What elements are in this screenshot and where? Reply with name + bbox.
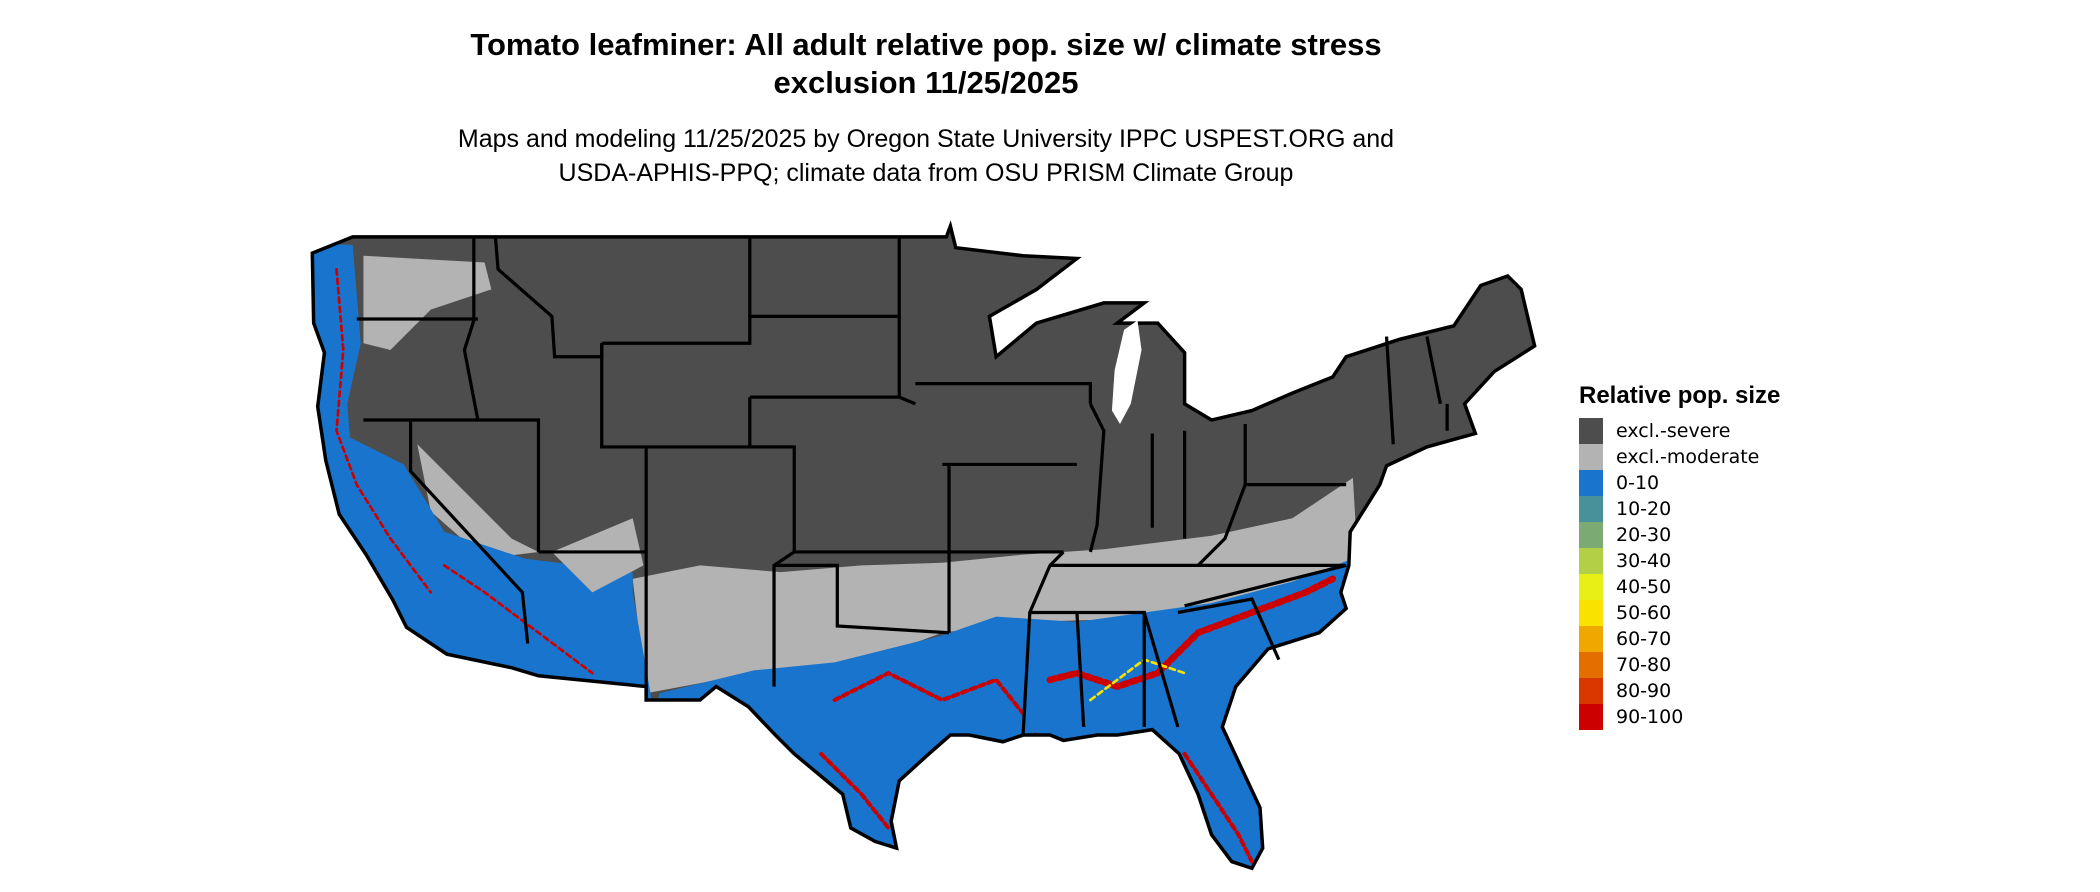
- state-boundary: [1088, 403, 1106, 553]
- state-boundary: [774, 563, 950, 635]
- state-boundary: [600, 343, 647, 449]
- state-boundary: [601, 236, 752, 345]
- legend-swatch: [1579, 496, 1603, 522]
- legend-item: 30-40: [1579, 548, 1780, 574]
- legend-item: 40-50: [1579, 574, 1780, 600]
- legend-label: 90-100: [1616, 706, 1684, 728]
- legend-item: excl.-severe: [1579, 418, 1780, 444]
- state-boundary: [1184, 563, 1347, 608]
- map-subtitle-line1: Maps and modeling 11/25/2025 by Oregon S…: [457, 125, 1395, 153]
- hotspot-streak: [967, 731, 1039, 810]
- state-boundary: [1425, 336, 1442, 405]
- legend: Relative pop. size excl.-severe excl.-mod…: [1579, 382, 1780, 730]
- legend-label: 60-70: [1616, 628, 1672, 650]
- legend-swatch: [1579, 600, 1603, 626]
- legend-swatch: [1579, 444, 1603, 470]
- legend-swatch: [1579, 418, 1603, 444]
- legend-swatch: [1579, 470, 1603, 496]
- state-boundary: [408, 420, 530, 644]
- legend-swatch: [1579, 522, 1603, 548]
- map-title-line1: Tomato leafminer: All adult relative pop…: [470, 27, 1382, 62]
- excl-moderate-nevada: [417, 444, 539, 559]
- state-boundary: [646, 445, 796, 552]
- legend-label: 50-60: [1616, 602, 1672, 624]
- legend-item: 10-20: [1579, 496, 1780, 522]
- legend-item: 50-60: [1579, 600, 1780, 626]
- legend-label: 0-10: [1616, 472, 1660, 494]
- legend-label: excl.-severe: [1616, 420, 1731, 442]
- hotspot-streak: [442, 564, 594, 675]
- legend-item: 80-90: [1579, 678, 1780, 704]
- hotspot-streak: [335, 267, 433, 594]
- legend-item: 70-80: [1579, 652, 1780, 678]
- legend-swatch: [1579, 626, 1603, 652]
- state-boundary: [1384, 336, 1395, 445]
- legend-item: 20-30: [1579, 522, 1780, 548]
- hotspot-streak: [819, 751, 891, 830]
- excl-moderate-arizona: [551, 518, 644, 593]
- state-boundary: [363, 418, 541, 552]
- legend-label: 80-90: [1616, 680, 1672, 702]
- state-boundary: [1075, 612, 1086, 728]
- hotspot-streak: [832, 670, 1026, 716]
- state-boundary: [915, 382, 1093, 404]
- legend-item: 0-10: [1579, 470, 1780, 496]
- state-boundary: [1029, 610, 1146, 727]
- legend-swatch: [1579, 704, 1603, 730]
- legend-item: 90-100: [1579, 704, 1780, 730]
- legend-swatch: [1579, 548, 1603, 574]
- legend-swatch: [1579, 652, 1603, 678]
- excl-moderate-region: [632, 477, 1360, 694]
- lake-michigan: [1111, 320, 1142, 425]
- state-boundary: [1196, 484, 1247, 567]
- map-title-line2: exclusion 11/25/2025: [773, 65, 1079, 100]
- map-subtitle-line2: USDA-APHIS-PPQ; climate data from OSU PR…: [558, 159, 1294, 187]
- state-boundaries: [356, 236, 1449, 736]
- legend-title: Relative pop. size: [1579, 382, 1781, 409]
- hotspot-streak: [1046, 575, 1337, 691]
- legend-item: excl.-moderate: [1579, 444, 1780, 470]
- legend-swatch: [1579, 678, 1603, 704]
- legend-label: 20-30: [1616, 524, 1672, 546]
- legend-label: excl.-moderate: [1616, 446, 1760, 468]
- legend-swatch: [1579, 574, 1603, 600]
- state-boundary: [1021, 550, 1065, 736]
- hotspot-streak: [1182, 751, 1254, 864]
- legend-label: 30-40: [1616, 550, 1672, 572]
- excl-severe-region: [312, 226, 1535, 869]
- legend-label: 40-50: [1616, 576, 1672, 598]
- state-boundary: [462, 236, 480, 421]
- state-boundary: [1177, 597, 1281, 661]
- legend-label: 70-80: [1616, 654, 1672, 676]
- legend-item: 60-70: [1579, 626, 1780, 652]
- excl-moderate-west: [363, 255, 492, 351]
- legend-label: 10-20: [1616, 498, 1672, 520]
- us-outline: [310, 220, 1537, 871]
- state-boundary: [1142, 612, 1180, 728]
